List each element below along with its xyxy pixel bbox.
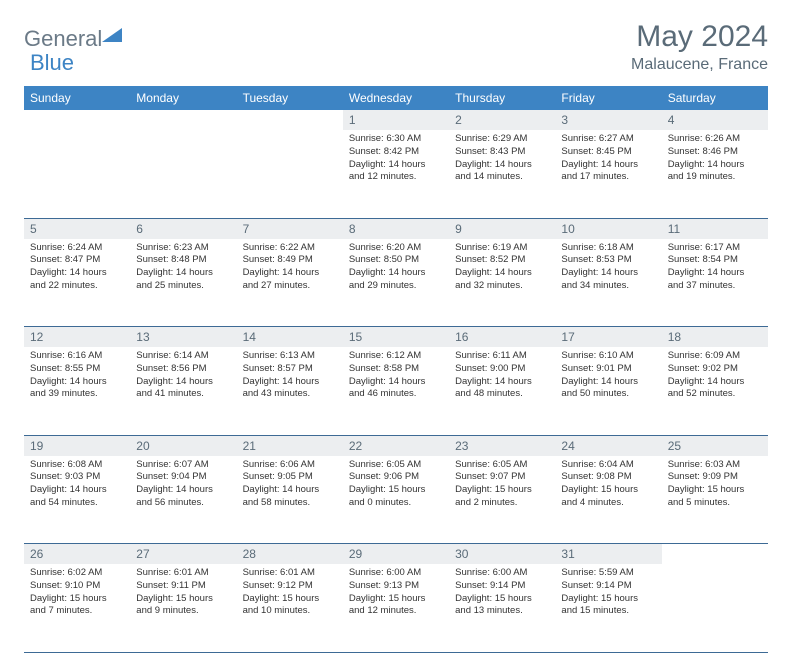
daynum-row: 567891011 bbox=[24, 218, 768, 239]
day-number-cell: 18 bbox=[662, 327, 768, 348]
day-content-cell: Sunrise: 6:05 AMSunset: 9:07 PMDaylight:… bbox=[449, 456, 555, 544]
logo-text-blue: Blue bbox=[30, 50, 74, 76]
day-number-cell: 8 bbox=[343, 218, 449, 239]
day-number-cell: 21 bbox=[237, 435, 343, 456]
calendar-table: Sunday Monday Tuesday Wednesday Thursday… bbox=[24, 86, 768, 653]
day-number-cell: 22 bbox=[343, 435, 449, 456]
day-content-cell: Sunrise: 6:09 AMSunset: 9:02 PMDaylight:… bbox=[662, 347, 768, 435]
day-number-cell: 27 bbox=[130, 544, 236, 565]
logo: General bbox=[24, 20, 126, 52]
logo-text-general: General bbox=[24, 26, 102, 52]
month-title: May 2024 bbox=[631, 20, 768, 54]
col-wednesday: Wednesday bbox=[343, 86, 449, 110]
daynum-row: 19202122232425 bbox=[24, 435, 768, 456]
day-content-cell: Sunrise: 6:14 AMSunset: 8:56 PMDaylight:… bbox=[130, 347, 236, 435]
logo-triangle-icon bbox=[102, 26, 124, 49]
day-content-cell: Sunrise: 6:03 AMSunset: 9:09 PMDaylight:… bbox=[662, 456, 768, 544]
day-content-cell: Sunrise: 6:19 AMSunset: 8:52 PMDaylight:… bbox=[449, 239, 555, 327]
day-number-cell: 20 bbox=[130, 435, 236, 456]
day-number-cell: 25 bbox=[662, 435, 768, 456]
day-number-cell bbox=[130, 110, 236, 130]
day-number-cell: 1 bbox=[343, 110, 449, 130]
day-number-cell: 9 bbox=[449, 218, 555, 239]
day-content-cell: Sunrise: 6:20 AMSunset: 8:50 PMDaylight:… bbox=[343, 239, 449, 327]
day-number-cell: 29 bbox=[343, 544, 449, 565]
day-number-cell bbox=[237, 110, 343, 130]
location: Malaucene, France bbox=[631, 56, 768, 74]
day-content-cell: Sunrise: 5:59 AMSunset: 9:14 PMDaylight:… bbox=[555, 564, 661, 652]
day-content-cell: Sunrise: 6:26 AMSunset: 8:46 PMDaylight:… bbox=[662, 130, 768, 218]
day-content-cell bbox=[237, 130, 343, 218]
day-content-cell bbox=[662, 564, 768, 652]
weekday-header-row: Sunday Monday Tuesday Wednesday Thursday… bbox=[24, 86, 768, 110]
col-thursday: Thursday bbox=[449, 86, 555, 110]
header: General May 2024 Malaucene, France bbox=[24, 20, 768, 74]
day-content-cell: Sunrise: 6:11 AMSunset: 9:00 PMDaylight:… bbox=[449, 347, 555, 435]
content-row: Sunrise: 6:08 AMSunset: 9:03 PMDaylight:… bbox=[24, 456, 768, 544]
day-number-cell: 6 bbox=[130, 218, 236, 239]
day-content-cell: Sunrise: 6:00 AMSunset: 9:13 PMDaylight:… bbox=[343, 564, 449, 652]
content-row: Sunrise: 6:30 AMSunset: 8:42 PMDaylight:… bbox=[24, 130, 768, 218]
daynum-row: 1234 bbox=[24, 110, 768, 130]
day-number-cell: 24 bbox=[555, 435, 661, 456]
day-number-cell: 7 bbox=[237, 218, 343, 239]
day-content-cell: Sunrise: 6:13 AMSunset: 8:57 PMDaylight:… bbox=[237, 347, 343, 435]
col-tuesday: Tuesday bbox=[237, 86, 343, 110]
day-content-cell: Sunrise: 6:18 AMSunset: 8:53 PMDaylight:… bbox=[555, 239, 661, 327]
day-number-cell: 4 bbox=[662, 110, 768, 130]
day-number-cell: 23 bbox=[449, 435, 555, 456]
title-block: May 2024 Malaucene, France bbox=[631, 20, 768, 74]
day-content-cell: Sunrise: 6:22 AMSunset: 8:49 PMDaylight:… bbox=[237, 239, 343, 327]
day-number-cell: 5 bbox=[24, 218, 130, 239]
day-content-cell: Sunrise: 6:12 AMSunset: 8:58 PMDaylight:… bbox=[343, 347, 449, 435]
day-number-cell: 2 bbox=[449, 110, 555, 130]
day-content-cell: Sunrise: 6:06 AMSunset: 9:05 PMDaylight:… bbox=[237, 456, 343, 544]
day-number-cell: 19 bbox=[24, 435, 130, 456]
day-number-cell: 15 bbox=[343, 327, 449, 348]
day-number-cell: 3 bbox=[555, 110, 661, 130]
day-content-cell: Sunrise: 6:10 AMSunset: 9:01 PMDaylight:… bbox=[555, 347, 661, 435]
day-number-cell bbox=[24, 110, 130, 130]
day-number-cell: 12 bbox=[24, 327, 130, 348]
daynum-row: 262728293031 bbox=[24, 544, 768, 565]
day-number-cell: 14 bbox=[237, 327, 343, 348]
col-monday: Monday bbox=[130, 86, 236, 110]
day-number-cell: 28 bbox=[237, 544, 343, 565]
daynum-row: 12131415161718 bbox=[24, 327, 768, 348]
day-content-cell bbox=[24, 130, 130, 218]
day-content-cell: Sunrise: 6:30 AMSunset: 8:42 PMDaylight:… bbox=[343, 130, 449, 218]
day-content-cell: Sunrise: 6:17 AMSunset: 8:54 PMDaylight:… bbox=[662, 239, 768, 327]
day-content-cell: Sunrise: 6:29 AMSunset: 8:43 PMDaylight:… bbox=[449, 130, 555, 218]
day-content-cell: Sunrise: 6:08 AMSunset: 9:03 PMDaylight:… bbox=[24, 456, 130, 544]
day-number-cell bbox=[662, 544, 768, 565]
day-content-cell: Sunrise: 6:16 AMSunset: 8:55 PMDaylight:… bbox=[24, 347, 130, 435]
col-sunday: Sunday bbox=[24, 86, 130, 110]
content-row: Sunrise: 6:24 AMSunset: 8:47 PMDaylight:… bbox=[24, 239, 768, 327]
day-content-cell: Sunrise: 6:07 AMSunset: 9:04 PMDaylight:… bbox=[130, 456, 236, 544]
day-number-cell: 31 bbox=[555, 544, 661, 565]
day-number-cell: 11 bbox=[662, 218, 768, 239]
day-content-cell: Sunrise: 6:23 AMSunset: 8:48 PMDaylight:… bbox=[130, 239, 236, 327]
col-friday: Friday bbox=[555, 86, 661, 110]
day-content-cell: Sunrise: 6:05 AMSunset: 9:06 PMDaylight:… bbox=[343, 456, 449, 544]
day-number-cell: 30 bbox=[449, 544, 555, 565]
day-content-cell bbox=[130, 130, 236, 218]
day-number-cell: 26 bbox=[24, 544, 130, 565]
day-number-cell: 17 bbox=[555, 327, 661, 348]
day-number-cell: 10 bbox=[555, 218, 661, 239]
day-content-cell: Sunrise: 6:01 AMSunset: 9:12 PMDaylight:… bbox=[237, 564, 343, 652]
day-content-cell: Sunrise: 6:27 AMSunset: 8:45 PMDaylight:… bbox=[555, 130, 661, 218]
day-content-cell: Sunrise: 6:00 AMSunset: 9:14 PMDaylight:… bbox=[449, 564, 555, 652]
day-number-cell: 16 bbox=[449, 327, 555, 348]
day-content-cell: Sunrise: 6:02 AMSunset: 9:10 PMDaylight:… bbox=[24, 564, 130, 652]
content-row: Sunrise: 6:02 AMSunset: 9:10 PMDaylight:… bbox=[24, 564, 768, 652]
col-saturday: Saturday bbox=[662, 86, 768, 110]
day-number-cell: 13 bbox=[130, 327, 236, 348]
day-content-cell: Sunrise: 6:04 AMSunset: 9:08 PMDaylight:… bbox=[555, 456, 661, 544]
content-row: Sunrise: 6:16 AMSunset: 8:55 PMDaylight:… bbox=[24, 347, 768, 435]
day-content-cell: Sunrise: 6:01 AMSunset: 9:11 PMDaylight:… bbox=[130, 564, 236, 652]
day-content-cell: Sunrise: 6:24 AMSunset: 8:47 PMDaylight:… bbox=[24, 239, 130, 327]
